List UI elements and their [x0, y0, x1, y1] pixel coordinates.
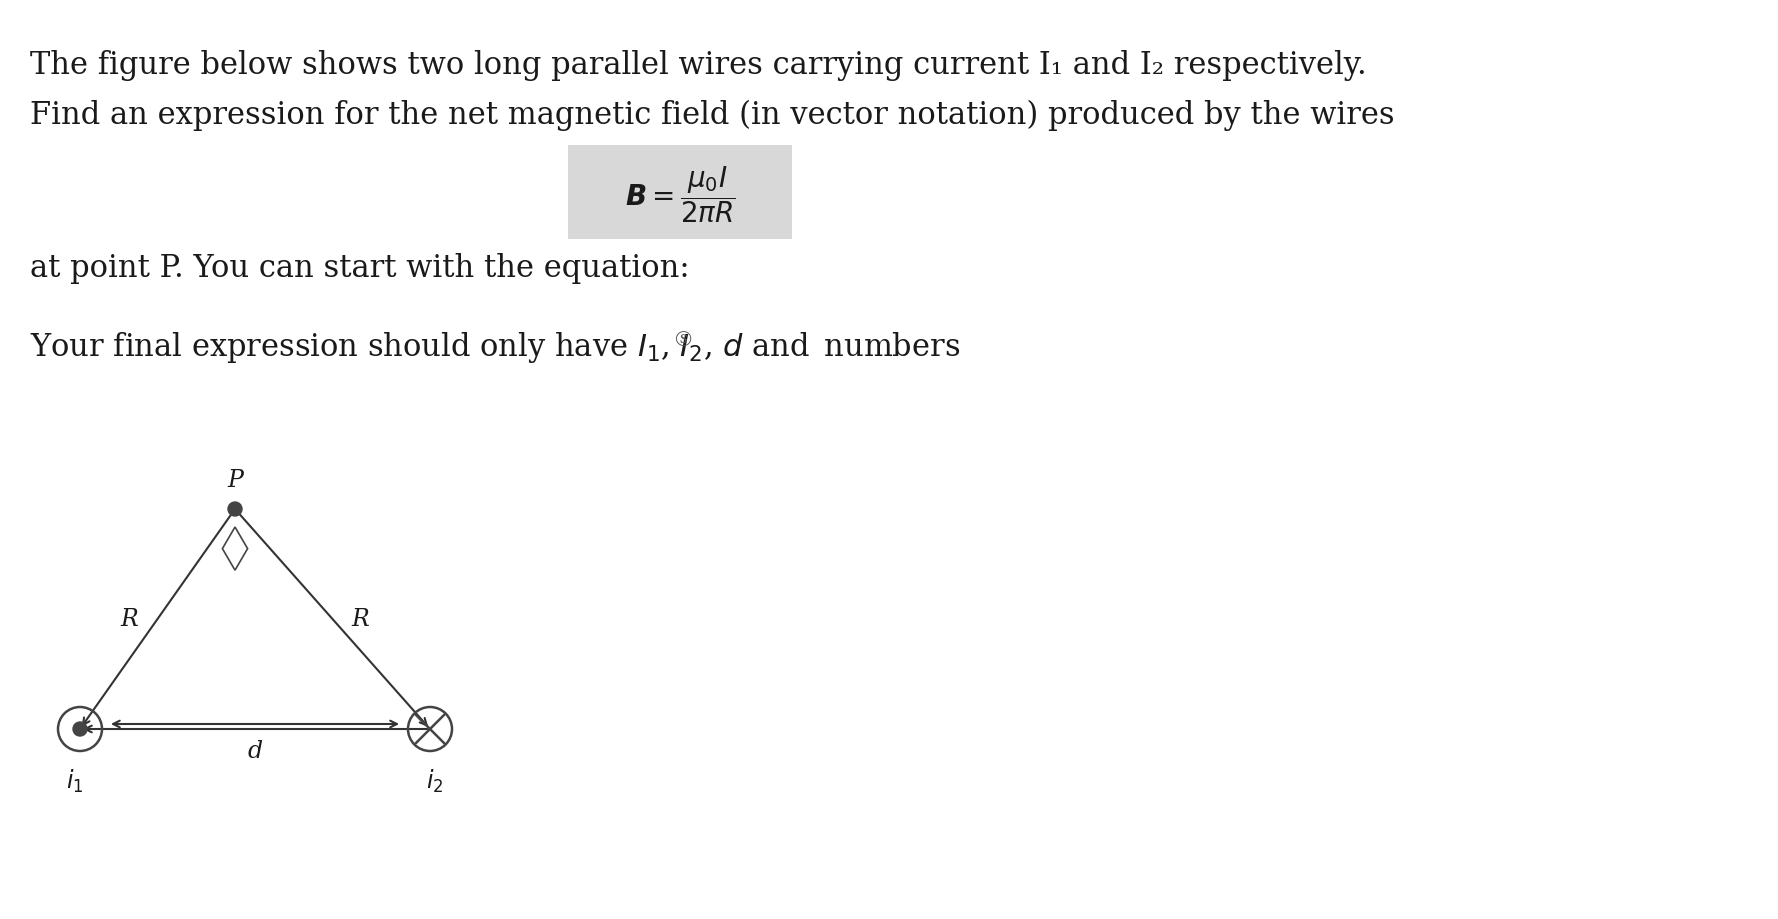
Text: $\circledS$: $\circledS$	[676, 330, 692, 349]
Text: Find an expression for the net magnetic field (in vector notation) produced by t: Find an expression for the net magnetic …	[30, 100, 1394, 131]
FancyBboxPatch shape	[567, 146, 791, 240]
Circle shape	[228, 503, 242, 516]
Text: $i_1$: $i_1$	[66, 767, 84, 794]
Text: $i_2$: $i_2$	[427, 767, 444, 794]
Circle shape	[73, 722, 87, 736]
Text: $\boldsymbol{B} = \dfrac{\mu_0 I}{2\pi R}$: $\boldsymbol{B} = \dfrac{\mu_0 I}{2\pi R…	[624, 165, 736, 225]
Text: Your final expression should only have $I_1$, $I_2$, $d$ and $\,$numbers: Your final expression should only have $…	[30, 330, 960, 365]
Text: P: P	[228, 469, 244, 492]
Text: at point P. You can start with the equation:: at point P. You can start with the equat…	[30, 253, 690, 284]
Text: R: R	[121, 607, 139, 630]
Text: The figure below shows two long parallel wires carrying current I₁ and I₂ respec: The figure below shows two long parallel…	[30, 50, 1367, 81]
Text: R: R	[352, 607, 370, 630]
Text: d: d	[247, 739, 263, 762]
